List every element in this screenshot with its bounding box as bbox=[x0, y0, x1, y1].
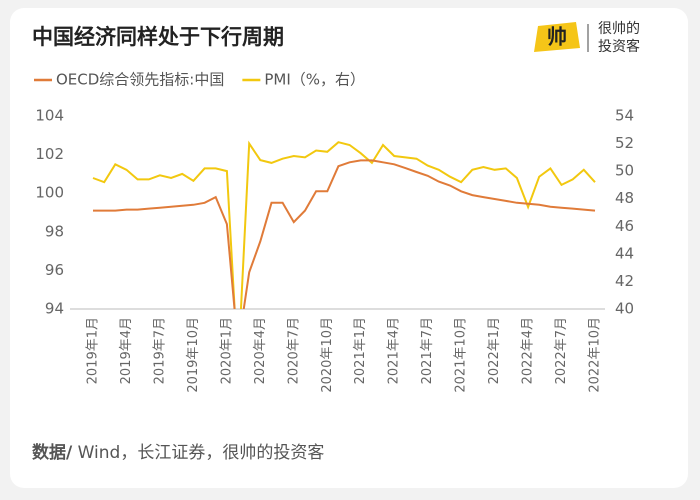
source: 数据/ Wind，长江证券，很帅的投资客 bbox=[32, 442, 324, 463]
brand-line: 很帅的 bbox=[598, 21, 640, 37]
series-line bbox=[92, 140, 596, 309]
logo: 帅 很帅的 投资客 bbox=[534, 21, 640, 55]
y2-tick-label: 40 bbox=[615, 300, 634, 318]
x-tick-label: 2022年1月 bbox=[487, 317, 502, 384]
y-tick-label: 96 bbox=[45, 261, 64, 279]
y-tick-label: 100 bbox=[35, 184, 64, 202]
x-tick-label: 2020年4月 bbox=[253, 317, 268, 384]
y2-tick-label: 46 bbox=[615, 217, 634, 235]
x-tick-label: 2021年10月 bbox=[454, 317, 469, 393]
x-tick-label: 2021年7月 bbox=[420, 317, 435, 384]
y-tick-label: 104 bbox=[35, 107, 64, 125]
x-tick-label: 2019年4月 bbox=[119, 317, 134, 384]
x-tick-label: 2019年7月 bbox=[152, 317, 167, 384]
y-tick-label: 94 bbox=[45, 300, 64, 318]
y2-tick-label: 44 bbox=[615, 244, 634, 262]
source-label: 数据/ bbox=[32, 442, 73, 463]
y2-tick-label: 48 bbox=[615, 189, 634, 207]
y-tick-label: 102 bbox=[35, 145, 64, 163]
source-text: Wind，长江证券，很帅的投资客 bbox=[72, 443, 324, 463]
y2-tick-label: 50 bbox=[615, 162, 634, 180]
legend-label: PMI（%，右） bbox=[264, 71, 365, 89]
x-tick-label: 2022年4月 bbox=[521, 317, 536, 384]
brand-line: 投资客 bbox=[598, 38, 640, 55]
chart: 中国经济同样处于下行周期 帅 很帅的 投资客 数据/ Wind，长江证券，很帅的… bbox=[32, 21, 640, 463]
y2-tick-label: 42 bbox=[615, 272, 634, 290]
x-tick-label: 2020年7月 bbox=[286, 317, 301, 384]
series-line bbox=[93, 159, 596, 309]
x-tick-label: 2022年10月 bbox=[588, 317, 603, 393]
logo-shape bbox=[534, 22, 580, 52]
x-tick-label: 2021年4月 bbox=[387, 317, 402, 384]
x-tick-label: 2022年7月 bbox=[554, 317, 569, 384]
x-tick-label: 2019年1月 bbox=[86, 317, 101, 384]
y-tick-label: 98 bbox=[45, 222, 64, 240]
chart-title: 中国经济同样处于下行周期 bbox=[32, 25, 284, 49]
y2-tick-label: 52 bbox=[615, 134, 634, 152]
logo-text: 帅 bbox=[547, 25, 567, 49]
card: 中国经济同样处于下行周期 帅 很帅的 投资客 数据/ Wind，长江证券，很帅的… bbox=[10, 8, 688, 488]
x-tick-label: 2020年1月 bbox=[219, 317, 234, 384]
x-tick-label: 2021年1月 bbox=[353, 317, 368, 384]
y2-tick-label: 54 bbox=[615, 107, 634, 125]
x-tick-label: 2020年10月 bbox=[320, 317, 335, 393]
legend-label: OECD综合领先指标:中国 bbox=[56, 71, 224, 89]
x-tick-label: 2019年10月 bbox=[186, 317, 201, 393]
